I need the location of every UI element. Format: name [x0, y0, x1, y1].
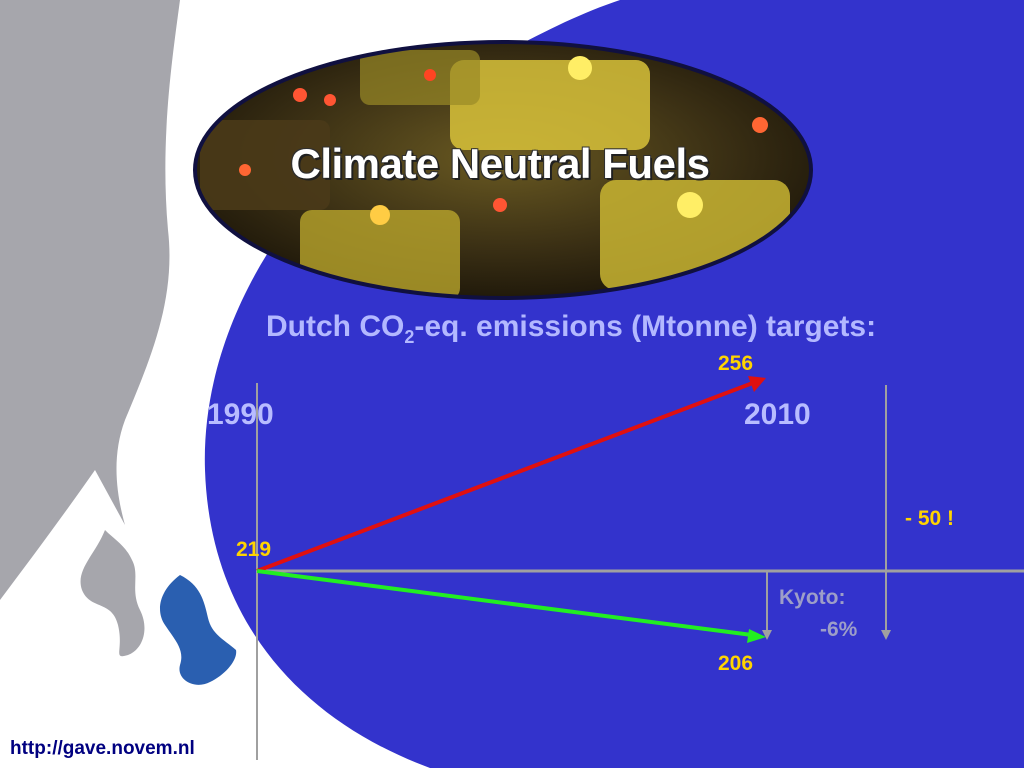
gap-arrowhead [881, 630, 891, 640]
value-rising-end: 256 [718, 352, 754, 375]
x-tick-1990: 1990 [207, 398, 274, 431]
series-falling-line [256, 569, 753, 637]
series-rising-line [256, 379, 759, 573]
subtitle-suffix: -eq. emissions (Mtonne) targets: [414, 310, 877, 343]
kyoto-label: Kyoto: [779, 586, 846, 609]
gap-label: - 50 ! [905, 507, 955, 530]
subtitle-prefix: Dutch CO [266, 310, 405, 343]
subtitle-subscript: 2 [404, 327, 415, 347]
x-tick-2010: 2010 [744, 398, 811, 431]
value-falling-end: 206 [718, 652, 754, 675]
value-start: 219 [236, 538, 272, 561]
gray-map-shape [0, 0, 180, 600]
series-falling-arrowhead [747, 629, 766, 643]
taxi-photo [193, 40, 813, 300]
kyoto-value: -6% [820, 618, 858, 641]
footer-url-link[interactable]: http://gave.novem.nl [10, 738, 195, 759]
chart-subtitle: Dutch CO2-eq. emissions (Mtonne) targets… [266, 310, 876, 348]
kyoto-arrowhead [762, 630, 772, 640]
gray-island-shape [80, 530, 145, 657]
series-rising-arrowhead [748, 376, 766, 392]
slide-title: Climate Neutral Fuels [290, 140, 710, 187]
blue-wave-shape [160, 575, 237, 685]
